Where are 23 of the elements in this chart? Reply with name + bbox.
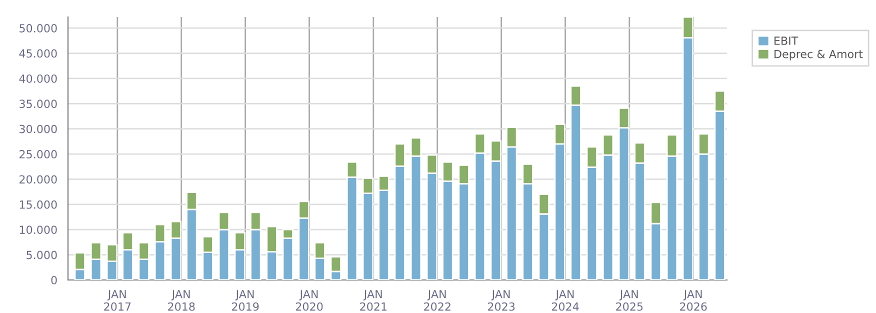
y-tick-label: 25.000 (20, 150, 57, 158)
y-tick-label: 0 (51, 276, 57, 284)
x-tick-label: JAN 2025 (616, 290, 643, 311)
legend-label: EBIT (774, 36, 798, 45)
y-tick-label: 50.000 (20, 24, 57, 32)
x-tick-label: JAN 2018 (168, 290, 195, 311)
x-tick-label: JAN 2024 (552, 290, 579, 311)
y-tick-label: 10.000 (20, 226, 57, 234)
y-tick-label: 20.000 (20, 175, 57, 184)
y-tick-label: 30.000 (20, 124, 57, 134)
x-tick-label: JAN 2020 (296, 290, 323, 311)
x-tick-label: JAN 2023 (488, 290, 515, 311)
x-tick-label: JAN 2026 (680, 290, 707, 311)
legend-label: Deprec & Amort (774, 50, 863, 60)
y-tick-label: 5.000 (26, 250, 57, 260)
y-tick-label: 40.000 (19, 74, 57, 83)
y-tick-label: 45.000 (19, 49, 57, 58)
x-tick-label: JAN 2017 (104, 290, 131, 311)
y-tick-label: 35.000 (20, 100, 57, 108)
y-tick-label: 15.000 (20, 200, 57, 209)
x-tick-label: JAN 2021 (360, 290, 387, 311)
x-tick-label: JAN 2022 (424, 290, 450, 311)
x-tick-label: JAN 2019 (232, 290, 259, 311)
